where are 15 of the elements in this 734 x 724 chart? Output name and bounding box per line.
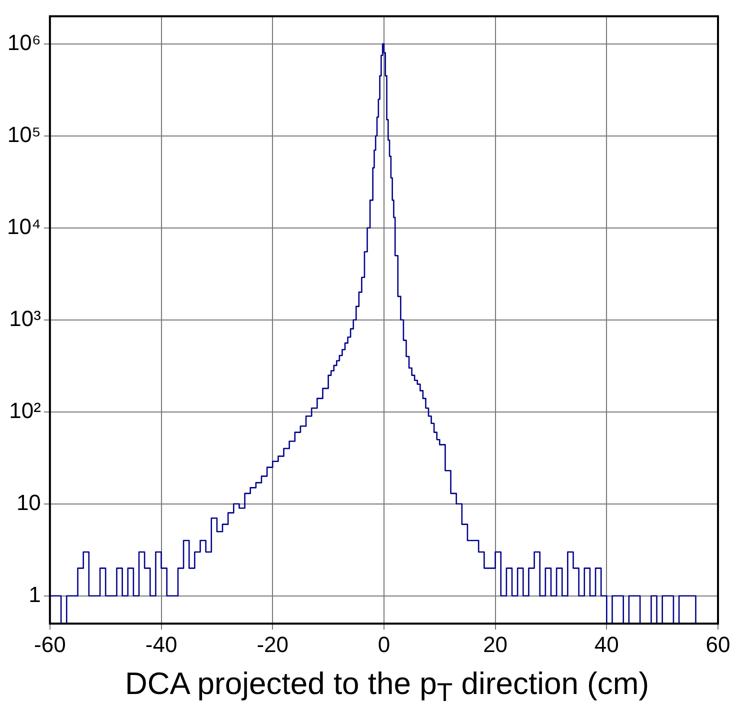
x-tick-label: 20 (483, 632, 508, 657)
y-tick-label: 10² (9, 398, 41, 423)
y-tick-label: 10⁵ (7, 122, 41, 147)
x-tick-label: -40 (145, 632, 178, 657)
x-tick-label: -20 (256, 632, 289, 657)
y-tick-label: 10³ (9, 306, 41, 331)
x-tick-label: -60 (34, 632, 66, 657)
y-tick-label: 10⁴ (6, 214, 41, 239)
x-tick-label: 60 (706, 632, 730, 657)
y-tick-label: 10⁶ (7, 30, 41, 55)
y-tick-label: 1 (28, 582, 41, 607)
x-tick-label: 40 (594, 632, 619, 657)
y-tick-label: 10 (16, 490, 41, 515)
x-tick-label: 0 (378, 632, 390, 657)
x-axis-title: DCA projected to the p$_{T}$ direction (cm) (124, 666, 650, 708)
